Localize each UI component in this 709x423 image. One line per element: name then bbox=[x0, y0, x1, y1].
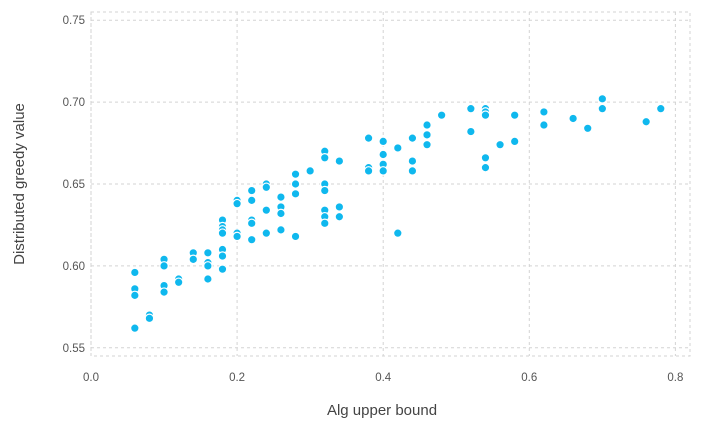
data-point bbox=[407, 166, 418, 176]
data-point bbox=[422, 139, 432, 150]
y-tick-label: 0.65 bbox=[63, 179, 85, 191]
data-point bbox=[290, 169, 301, 179]
grid-lines bbox=[90, 12, 690, 356]
y-tick-label: 0.75 bbox=[63, 15, 85, 27]
data-point bbox=[173, 277, 184, 288]
data-point bbox=[407, 133, 418, 143]
data-point bbox=[334, 211, 345, 222]
data-point bbox=[495, 139, 505, 150]
data-point bbox=[276, 208, 286, 219]
data-point bbox=[334, 202, 345, 212]
data-point bbox=[466, 103, 476, 114]
data-point bbox=[130, 323, 140, 333]
data-point bbox=[261, 228, 272, 238]
x-axis-title: Alg upper bound bbox=[327, 402, 437, 419]
data-point bbox=[203, 248, 213, 258]
data-point bbox=[378, 166, 388, 176]
data-point bbox=[319, 152, 330, 163]
data-point bbox=[130, 290, 140, 301]
data-point bbox=[422, 120, 432, 130]
data-point bbox=[539, 120, 549, 130]
data-point bbox=[539, 107, 549, 117]
data-point bbox=[436, 110, 447, 120]
data-point bbox=[568, 113, 578, 124]
data-point bbox=[203, 261, 213, 271]
data-point bbox=[597, 94, 608, 104]
data-point bbox=[290, 189, 301, 199]
data-point bbox=[261, 182, 272, 193]
x-tick-label: 0.2 bbox=[229, 372, 245, 384]
x-tick-label: 0.8 bbox=[667, 372, 683, 384]
data-point bbox=[232, 198, 242, 209]
data-point bbox=[582, 123, 593, 134]
data-point bbox=[641, 116, 651, 127]
data-point bbox=[319, 218, 330, 229]
data-point bbox=[290, 231, 301, 242]
data-point bbox=[480, 152, 491, 163]
data-point bbox=[319, 185, 330, 196]
data-point bbox=[246, 185, 257, 196]
data-point bbox=[261, 205, 272, 216]
data-point bbox=[159, 287, 169, 297]
data-points bbox=[130, 94, 666, 333]
data-point bbox=[363, 166, 374, 176]
data-point bbox=[378, 149, 388, 160]
data-point bbox=[480, 110, 491, 120]
data-point bbox=[363, 133, 374, 143]
data-point bbox=[217, 251, 228, 261]
data-point bbox=[130, 267, 140, 278]
data-point bbox=[144, 313, 155, 324]
data-point bbox=[655, 103, 666, 114]
data-point bbox=[246, 234, 257, 245]
x-tick-label: 0.4 bbox=[375, 372, 392, 384]
x-axis-ticks: 0.0 0.2 0.4 0.6 0.8 bbox=[83, 372, 683, 384]
data-point bbox=[393, 228, 403, 238]
data-point bbox=[378, 136, 388, 147]
data-point bbox=[597, 103, 608, 114]
data-point bbox=[232, 231, 242, 242]
data-point bbox=[407, 156, 418, 166]
y-tick-label: 0.70 bbox=[63, 97, 85, 109]
data-point bbox=[480, 162, 491, 173]
data-point bbox=[466, 126, 476, 137]
y-axis-ticks: 0.55 0.60 0.65 0.70 0.75 bbox=[63, 15, 85, 355]
data-point bbox=[422, 130, 432, 140]
data-point bbox=[217, 264, 228, 274]
data-point bbox=[290, 179, 301, 189]
data-point bbox=[188, 254, 199, 265]
data-point bbox=[509, 110, 520, 120]
y-tick-label: 0.55 bbox=[63, 343, 85, 355]
data-point bbox=[246, 218, 257, 229]
data-point bbox=[509, 136, 520, 147]
data-point bbox=[159, 261, 169, 271]
data-point bbox=[217, 228, 228, 238]
data-point bbox=[334, 156, 345, 166]
data-point bbox=[246, 195, 257, 206]
data-point bbox=[276, 192, 286, 202]
y-axis-title: Distributed greedy value bbox=[11, 103, 28, 265]
data-point bbox=[305, 166, 315, 176]
y-tick-label: 0.60 bbox=[63, 261, 85, 273]
data-point bbox=[393, 143, 403, 153]
data-point bbox=[276, 225, 286, 235]
x-tick-label: 0.6 bbox=[521, 372, 537, 384]
data-point bbox=[203, 274, 213, 284]
x-tick-label: 0.0 bbox=[83, 372, 99, 384]
plot-area bbox=[90, 11, 691, 357]
